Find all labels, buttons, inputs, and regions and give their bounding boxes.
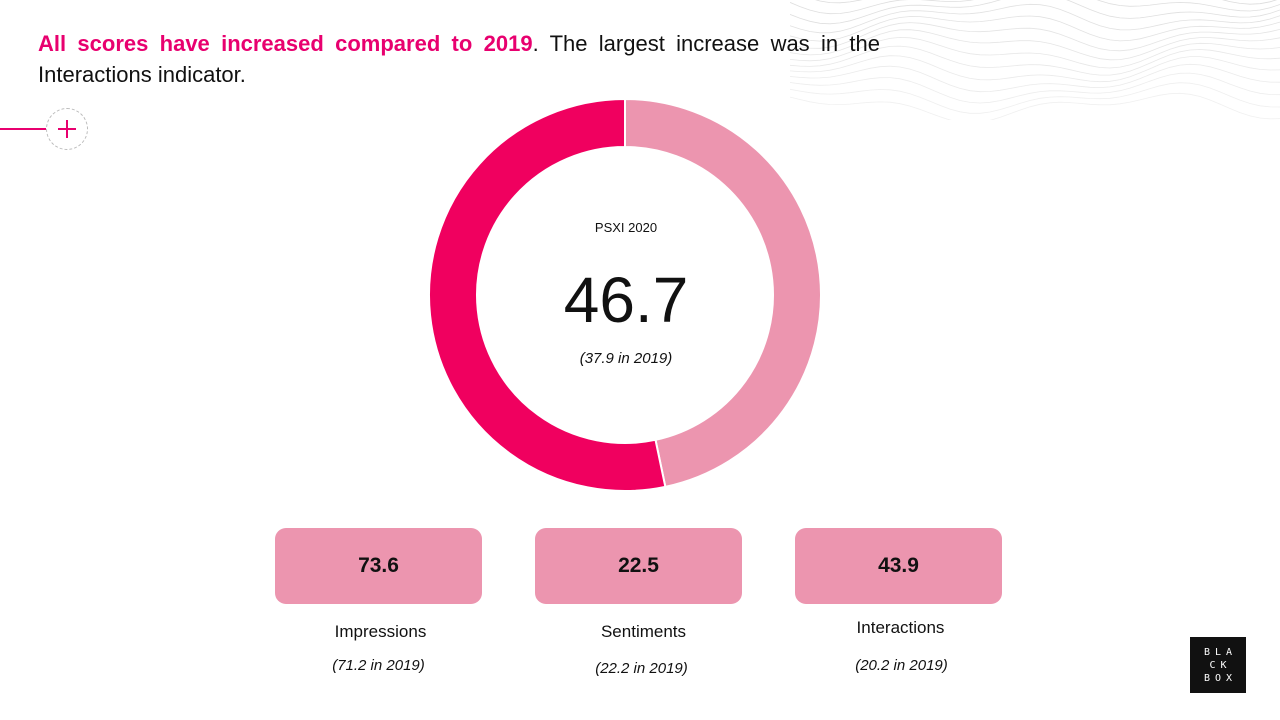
- chart-center-note: (37.9 in 2019): [579, 350, 673, 367]
- wave-line: [790, 36, 1280, 69]
- chart-center-value: 46.7: [563, 264, 689, 336]
- decorative-wave-lines: [790, 0, 1280, 120]
- wave-line: [790, 0, 1280, 15]
- donut-chart: [428, 97, 822, 492]
- blackbox-logo: BLA CK BOX: [1190, 637, 1246, 693]
- wave-line: [815, 0, 1278, 5]
- indicator-prev: (71.2 in 2019): [332, 657, 425, 674]
- wave-line: [790, 72, 1280, 104]
- headline-highlight: All scores have increased compared to 20…: [38, 31, 533, 56]
- wave-line: [790, 3, 1280, 34]
- indicator-value: 73.6: [358, 554, 399, 577]
- chart-title: PSXI 2020: [594, 220, 658, 235]
- indicator-prev: (20.2 in 2019): [855, 657, 948, 674]
- wave-line: [790, 82, 1280, 114]
- page-headline: All scores have increased compared to 20…: [38, 28, 880, 90]
- indicator-name: Impressions: [334, 622, 427, 641]
- wave-line: [790, 15, 1280, 42]
- indicator-value: 43.9: [878, 554, 919, 577]
- wave-line: [790, 55, 1280, 83]
- indicator-card-sentiments: 22.5: [535, 528, 742, 604]
- donut-slice-0: [624, 97, 822, 488]
- expand-connector-line: [0, 128, 46, 130]
- donut-slice-1: [428, 97, 667, 492]
- logo-line: BOX: [1203, 672, 1238, 684]
- logo-line: BLA: [1203, 646, 1238, 658]
- indicator-value: 22.5: [618, 554, 659, 577]
- wave-line: [790, 0, 1280, 25]
- headline-rest: . The largest increase was in the Intera…: [38, 31, 880, 87]
- wave-line: [790, 63, 1280, 93]
- indicator-card-interactions: 43.9: [795, 528, 1002, 604]
- indicator-prev: (22.2 in 2019): [595, 660, 688, 677]
- wave-line: [790, 22, 1280, 52]
- wave-line: [790, 29, 1280, 61]
- wave-line: [790, 45, 1280, 76]
- plus-icon[interactable]: [46, 108, 88, 150]
- logo-line: CK: [1209, 659, 1232, 671]
- wave-line: [790, 92, 1280, 120]
- indicator-card-impressions: 73.6: [275, 528, 482, 604]
- indicator-name: Sentiments: [600, 622, 687, 641]
- indicator-name: Interactions: [856, 618, 945, 637]
